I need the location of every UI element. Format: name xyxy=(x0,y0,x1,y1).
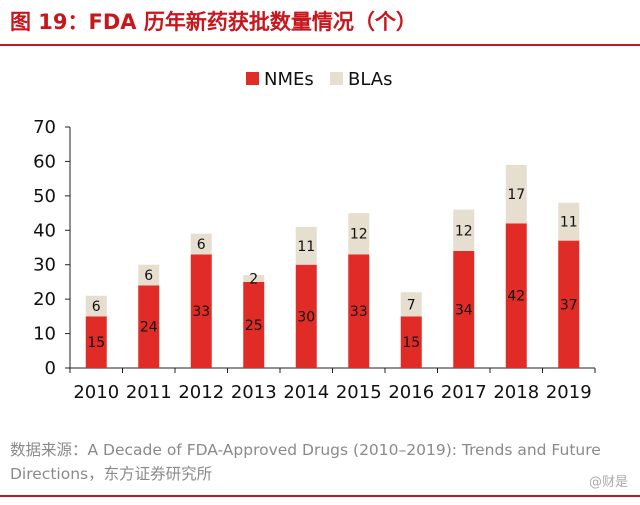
legend: NMEs BLAs xyxy=(246,69,392,90)
x-tick-label: 2014 xyxy=(283,382,329,403)
bar-nmes xyxy=(243,281,265,368)
x-tick-label: 2017 xyxy=(441,382,487,403)
data-label-blas: 7 xyxy=(407,297,416,313)
data-label-blas: 11 xyxy=(560,215,578,231)
data-label-nmes: 33 xyxy=(350,304,368,320)
legend-label-blas: BLAs xyxy=(348,69,392,90)
data-label-blas: 11 xyxy=(297,239,315,255)
data-label-nmes: 33 xyxy=(192,304,210,320)
bar-nmes xyxy=(295,264,317,368)
x-tick-label: 2013 xyxy=(231,382,277,403)
bar-nmes xyxy=(505,223,527,368)
data-label-blas: 2 xyxy=(249,271,258,287)
legend-swatch-nmes xyxy=(246,72,259,85)
bar-nmes xyxy=(138,285,160,368)
bar-blas xyxy=(138,264,160,286)
y-tick-label: 50 xyxy=(33,186,56,207)
bar-nmes xyxy=(85,316,107,368)
x-tick-label: 2015 xyxy=(336,382,382,403)
x-tick-label: 2019 xyxy=(546,382,592,403)
y-tick-label: 60 xyxy=(33,151,56,172)
bar-blas xyxy=(348,213,370,255)
data-label-nmes: 34 xyxy=(455,302,473,318)
bar-nmes xyxy=(348,254,370,368)
data-label-nmes: 37 xyxy=(560,297,578,313)
y-tick-label: 30 xyxy=(33,255,56,276)
legend-label-nmes: NMEs xyxy=(264,69,314,90)
data-label-nmes: 42 xyxy=(507,289,525,305)
y-tick-label: 70 xyxy=(33,117,56,138)
y-tick-label: 10 xyxy=(33,324,56,345)
data-label-blas: 12 xyxy=(350,227,368,243)
bar-blas xyxy=(400,292,422,317)
bar-nmes xyxy=(558,240,580,368)
bar-blas xyxy=(558,202,580,241)
source-note: 数据来源：A Decade of FDA-Approved Drugs (201… xyxy=(10,441,601,483)
data-label-blas: 12 xyxy=(455,223,473,239)
bar-nmes xyxy=(400,316,422,368)
bar-blas xyxy=(190,233,212,255)
x-tick-label: 2018 xyxy=(493,382,539,403)
data-label-nmes: 15 xyxy=(87,335,105,351)
data-label-blas: 17 xyxy=(507,187,525,203)
bar-nmes xyxy=(190,254,212,368)
x-tick-label: 2010 xyxy=(73,382,119,403)
page-title: 图 19：FDA 历年新药获批数量情况（个） xyxy=(10,10,417,34)
y-tick-label: 20 xyxy=(33,289,56,310)
data-label-blas: 6 xyxy=(92,299,101,315)
plot-area: 0 10 20 30 40 50 60 70 2010 15 6 2011 24 6 2012 33 6 2013… xyxy=(33,117,596,403)
x-tick-label: 2011 xyxy=(126,382,172,403)
bar-blas xyxy=(243,275,265,282)
data-label-nmes: 24 xyxy=(140,320,158,336)
data-label-nmes: 15 xyxy=(402,335,420,351)
x-tick-label: 2016 xyxy=(388,382,434,403)
y-tick-label: 0 xyxy=(45,358,56,379)
bar-nmes xyxy=(453,250,475,368)
footer-rule xyxy=(0,495,640,497)
y-tick-label: 40 xyxy=(33,220,56,241)
bar-blas xyxy=(85,295,107,317)
stacked-bar-chart: NMEs BLAs 0 10 20 30 40 50 60 70 2010 15 6 2011 24 6 2… xyxy=(33,69,596,403)
title-rule xyxy=(0,44,640,46)
data-label-blas: 6 xyxy=(144,268,153,284)
data-label-blas: 6 xyxy=(197,237,206,253)
data-label-nmes: 30 xyxy=(297,309,315,325)
data-label-nmes: 25 xyxy=(245,318,263,334)
x-tick-label: 2012 xyxy=(178,382,224,403)
watermark: @财是 xyxy=(588,475,628,490)
legend-swatch-blas xyxy=(330,72,343,85)
bar-blas xyxy=(453,209,475,251)
bar-blas xyxy=(505,164,527,224)
bar-blas xyxy=(295,226,317,265)
